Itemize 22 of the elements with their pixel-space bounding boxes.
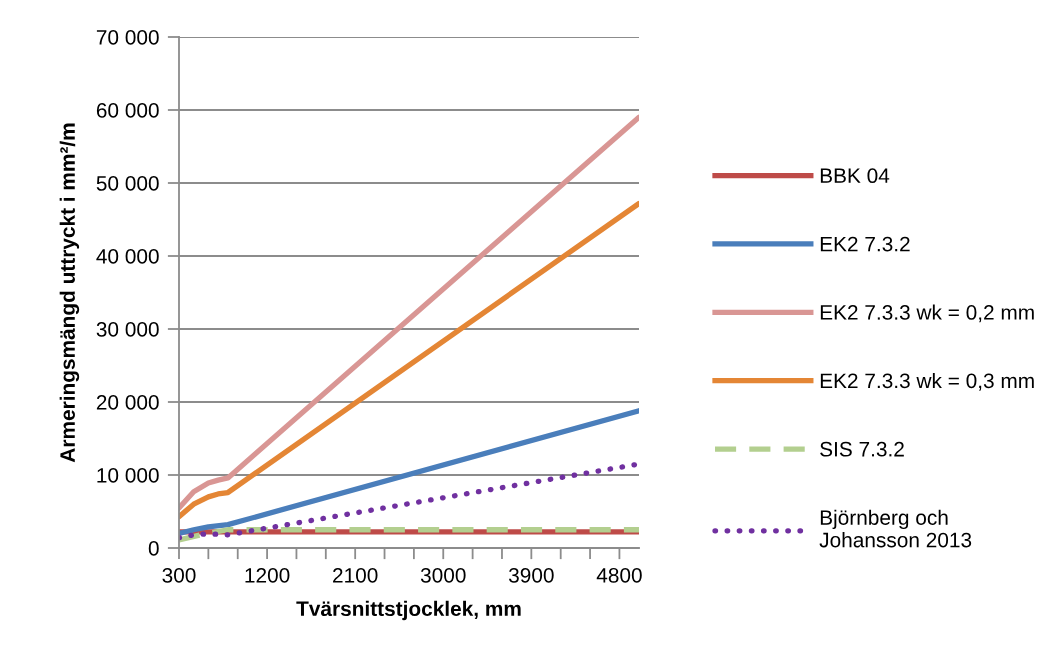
x-tick-label: 3900: [508, 567, 554, 583]
y-tick-label: 20 000: [96, 395, 159, 410]
legend-label: EK2 7.3.2: [820, 236, 910, 252]
y-tick-label: 70 000: [96, 30, 159, 45]
y-tick-label: 30 000: [96, 322, 159, 337]
x-tick-label: 4800: [596, 567, 642, 583]
legend-label: EK2 7.3.3 wk = 0,3 mm: [820, 372, 1034, 391]
y-tick-label: 60 000: [96, 103, 159, 118]
legend-label: EK2 7.3.3 wk = 0,2 mm: [820, 304, 1034, 323]
x-tick-label: 3000: [420, 567, 466, 583]
y-tick-label: 10 000: [97, 468, 159, 483]
x-tick-label: 1200: [245, 567, 290, 583]
legend-label: Björnberg och Johansson 2013: [819, 509, 972, 548]
y-axis-title: Armeringsmängd uttryckt i mm²/m: [59, 123, 80, 463]
legend-label: BBK 04: [820, 168, 890, 184]
x-tick-label: 2100: [333, 567, 378, 583]
y-tick-label: 40 000: [96, 249, 159, 264]
x-tick-label: 300: [162, 567, 196, 583]
legend-label: SIS 7.3.2: [820, 441, 904, 457]
y-tick-label: 0: [148, 541, 159, 556]
y-tick-label: 50 000: [96, 176, 159, 191]
x-axis-title: Tvärsnittstjocklek, mm: [296, 600, 521, 621]
